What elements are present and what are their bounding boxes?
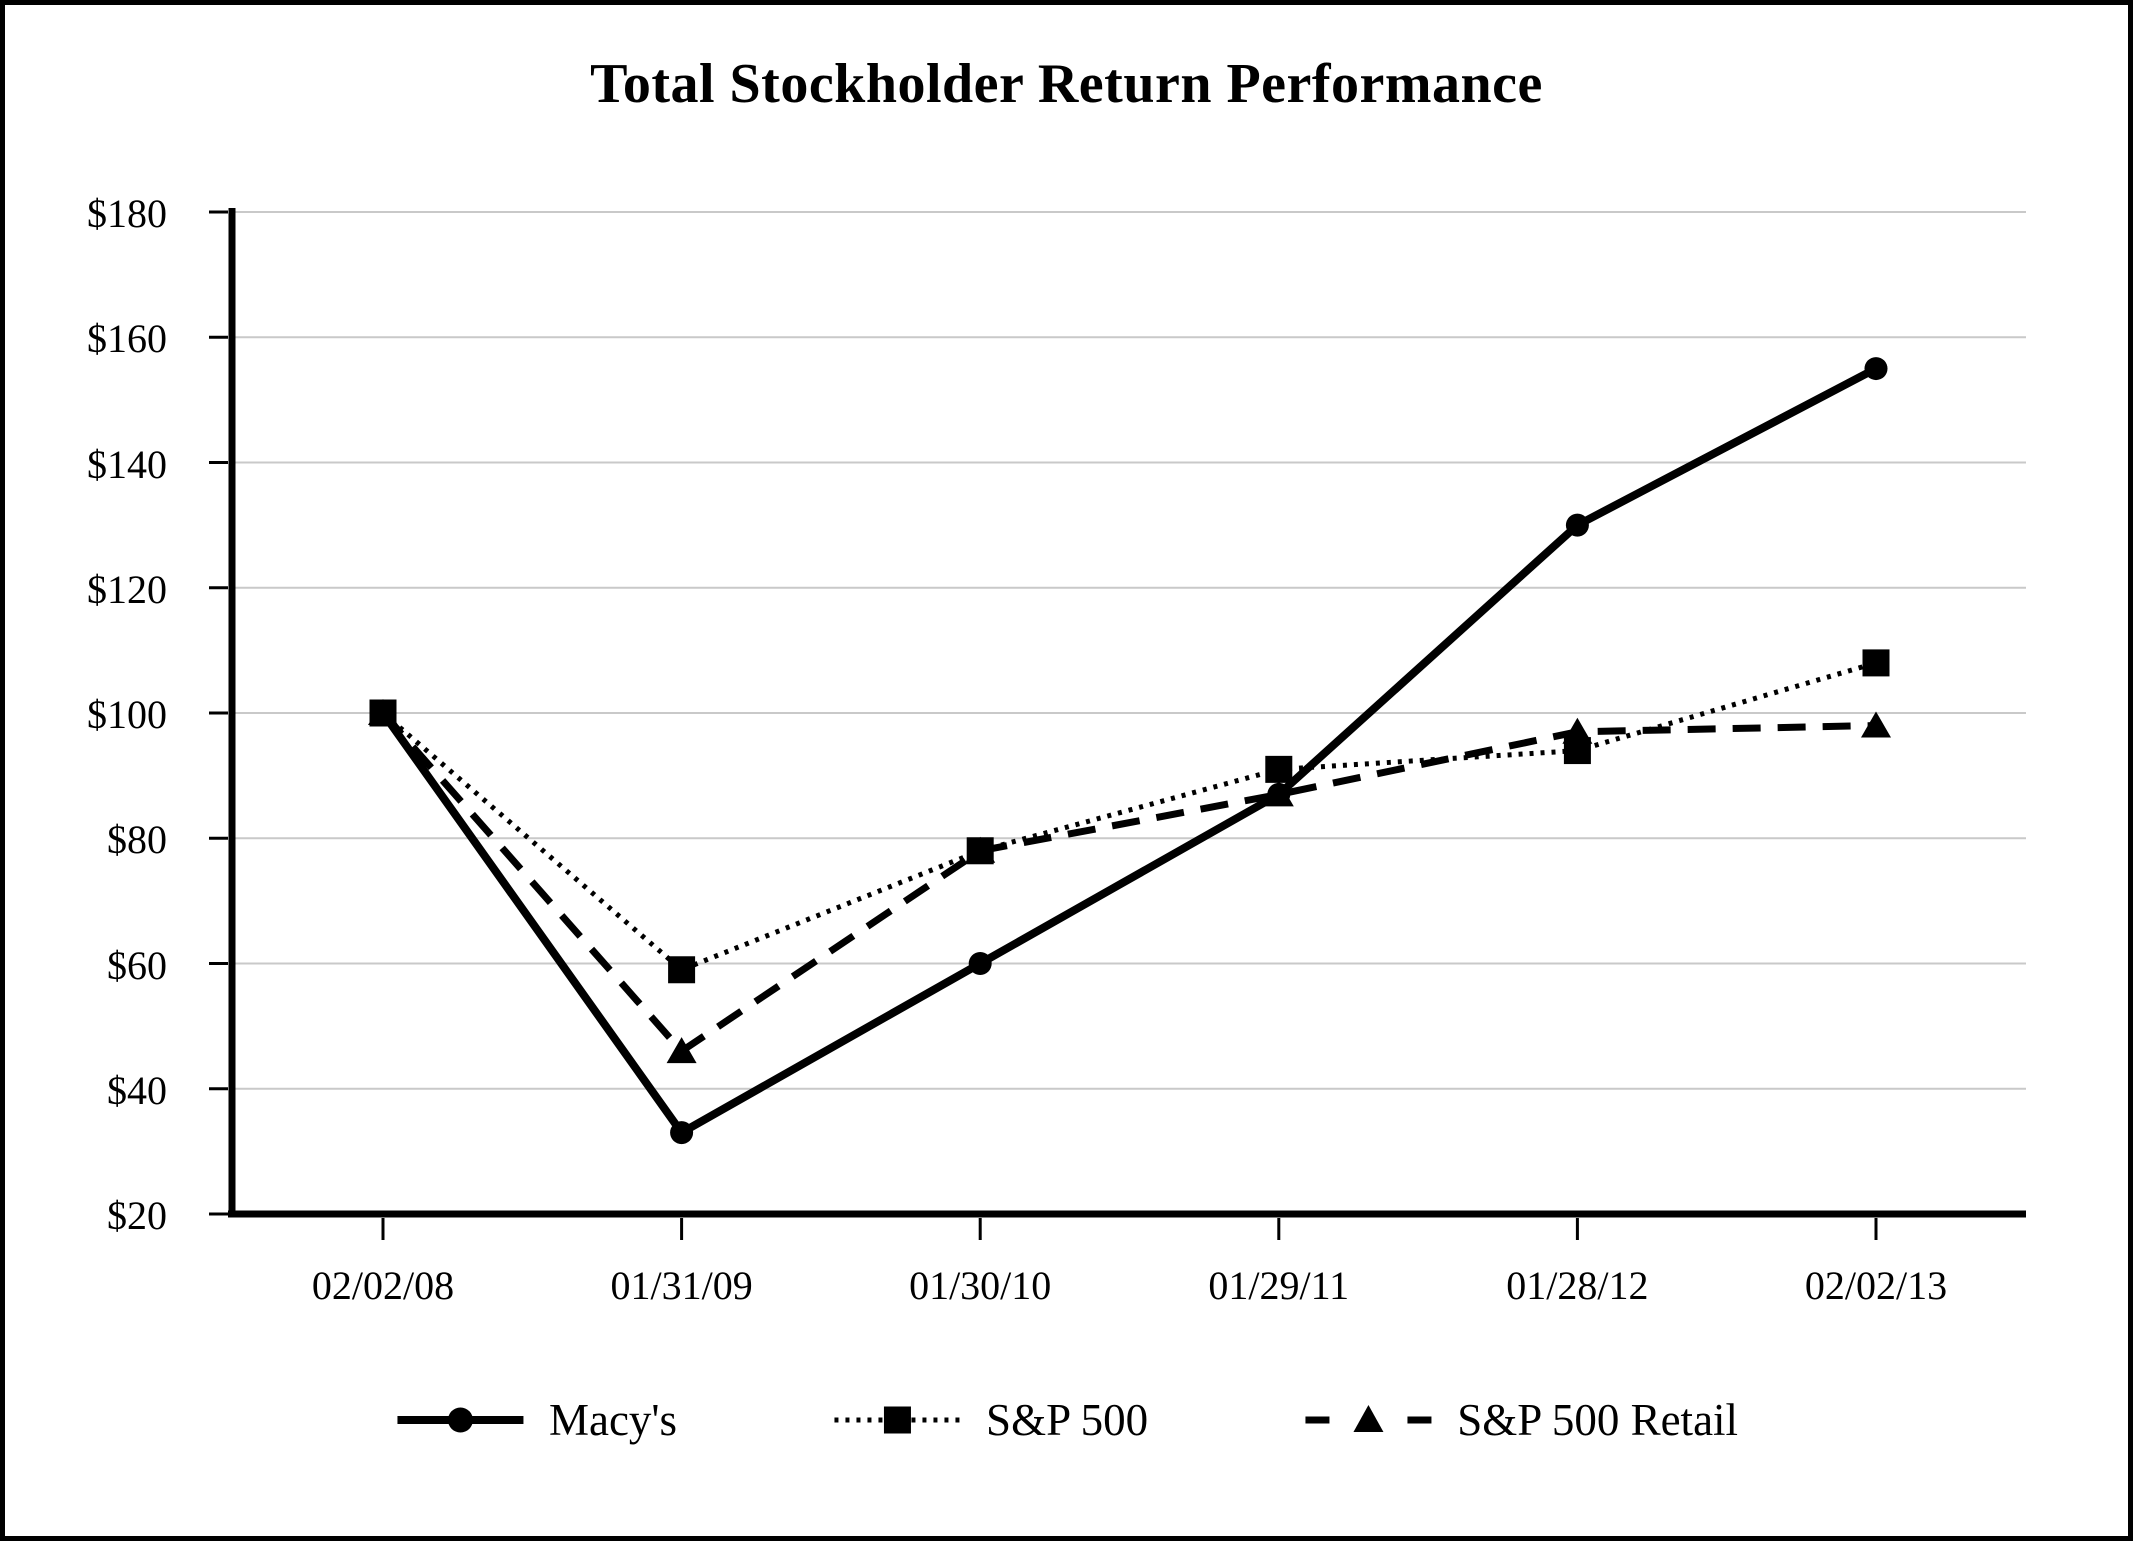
legend-item-s-p-500-retail: S&P 500 Retail [1303,1392,1738,1448]
series-line-s-p-500-retail [380,710,1877,1056]
x-axis-label: 01/30/10 [909,1263,1052,1308]
chart-legend: Macy's S&P 500 S&P 500 Retail [395,1392,1738,1448]
marker-square-s-p-500 [1265,755,1293,783]
x-axis-label: 01/28/12 [1506,1263,1649,1308]
y-axis-label: $80 [107,817,167,863]
marker-circle-macy-s [1864,357,1888,381]
marker-circle-macy-s [1565,513,1589,537]
marker-circle-macy-s [968,952,992,975]
y-axis-label: $100 [87,692,167,737]
marker-square-s-p-500 [1563,737,1591,765]
y-axis-label: $40 [107,1067,167,1113]
y-axis-label: $60 [107,942,167,988]
y-axis-label: $140 [87,441,167,487]
legend-label-macy-s: Macy's [548,1394,678,1445]
chart-title: Total Stockholder Return Performance [590,53,1543,115]
legend-item-s-p-500: S&P 500 [832,1392,1148,1448]
x-axis-label: 01/29/11 [1208,1263,1350,1308]
marker-square-s-p-500 [369,699,397,727]
y-axis-label: $20 [107,1193,167,1238]
marker-circle-macy-s [670,1121,694,1145]
legend-triangle-icon [1305,1405,1432,1432]
marker-triangle-s-p-500-retail [1861,711,1891,738]
marker-square-s-p-500 [1862,649,1890,677]
x-axis-label: 01/31/09 [610,1263,753,1308]
legend-circle-icon [396,1407,523,1433]
x-axis-label: 02/02/13 [1804,1263,1948,1308]
marker-circle-macy-s [1267,782,1291,806]
legend-label-s-p-500-retail: S&P 500 Retail [1457,1394,1739,1445]
legend-square-icon [834,1406,961,1434]
y-axis-label: $160 [87,316,167,362]
y-axis-labels: $20 $40 $60 $80 $100 $120 $140 $160 $180 [0,0,167,1541]
x-axis-label: 02/02/08 [311,1263,455,1308]
marker-square-s-p-500 [966,837,994,865]
legend-item-macy-s: Macy's [395,1392,677,1448]
series-line-s-p-500 [381,660,1877,973]
y-axis-label: $180 [87,191,167,236]
marker-square-s-p-500 [668,956,696,984]
legend-label-s-p-500: S&P 500 [986,1394,1149,1445]
y-axis-label: $120 [87,566,167,612]
marker-triangle-s-p-500-retail [666,1037,697,1064]
series-line-macy-s [379,365,1878,1138]
